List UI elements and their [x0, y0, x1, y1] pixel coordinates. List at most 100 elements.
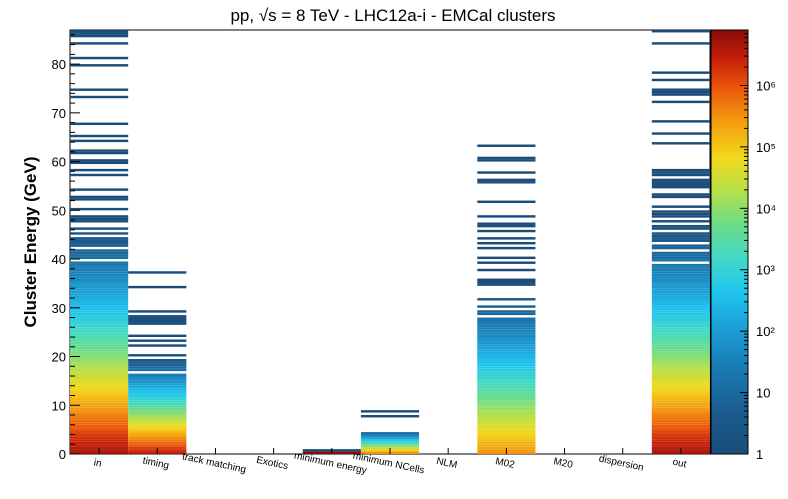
y-tick-label: 40 — [52, 252, 66, 267]
heatmap-cell — [651, 312, 710, 316]
heatmap-cell — [651, 390, 710, 394]
heatmap-cell — [128, 393, 187, 396]
heatmap-columns — [70, 30, 710, 454]
heatmap-cell — [128, 271, 187, 274]
heatmap-cell — [128, 446, 187, 450]
heatmap-cell — [651, 90, 710, 94]
heatmap-cell — [651, 295, 710, 299]
heatmap-cell — [477, 429, 536, 433]
heatmap-cell — [70, 273, 129, 277]
heatmap-cell — [651, 380, 710, 384]
heatmap-cell — [651, 171, 710, 174]
heatmap-cell — [477, 344, 536, 347]
heatmap-cell — [477, 419, 536, 423]
heatmap-cell — [651, 339, 710, 342]
heatmap-cell — [477, 415, 536, 418]
heatmap-cell — [477, 339, 536, 342]
heatmap-cell — [128, 334, 187, 338]
heatmap-cell — [70, 278, 129, 281]
heatmap-cell — [360, 436, 420, 440]
heatmap-cell — [651, 185, 710, 189]
heatmap-cell — [70, 254, 129, 257]
heatmap-cell — [651, 324, 710, 328]
heatmap-cell — [477, 349, 536, 352]
heatmap-cell — [128, 422, 187, 425]
heatmap-cell — [477, 159, 536, 162]
heatmap-cell — [651, 210, 710, 213]
heatmap-cell — [477, 385, 536, 389]
heatmap-cell — [70, 385, 129, 389]
heatmap-cell — [477, 393, 536, 396]
heatmap-cell — [651, 268, 710, 272]
heatmap-cell — [70, 251, 129, 255]
heatmap-cell — [477, 417, 536, 420]
heatmap-cell — [128, 405, 187, 408]
heatmap-cell — [70, 383, 129, 386]
heatmap-cell — [651, 366, 710, 369]
colorbar — [710, 29, 749, 455]
heatmap-cell — [651, 195, 710, 199]
x-category-label: timing — [142, 455, 170, 471]
heatmap-cell — [70, 327, 129, 330]
heatmap-cell — [477, 229, 536, 233]
heatmap-cell — [651, 300, 710, 303]
heatmap-cell — [651, 351, 710, 355]
heatmap-cell — [70, 361, 129, 364]
heatmap-cell — [128, 429, 187, 433]
heatmap-cell — [477, 324, 536, 328]
heatmap-cell — [128, 432, 187, 435]
heatmap-cell — [70, 380, 129, 384]
heatmap-cell — [70, 446, 129, 450]
heatmap-cell — [651, 368, 710, 372]
x-category-label: dispersion — [598, 453, 645, 473]
heatmap-cell — [477, 376, 536, 379]
heatmap-cell — [70, 429, 129, 433]
x-category-label: Exotics — [255, 455, 289, 472]
heatmap-cell — [477, 317, 536, 320]
heatmap-cell — [651, 446, 710, 450]
heatmap-cell — [651, 395, 710, 398]
heatmap-cell — [651, 422, 710, 425]
heatmap-cell — [651, 302, 710, 306]
heatmap-cell — [477, 280, 536, 284]
heatmap-cell — [651, 227, 710, 230]
heatmap-cell — [651, 30, 710, 33]
heatmap-cell — [477, 412, 536, 416]
y-tick-label: 20 — [52, 350, 66, 365]
heatmap-cell — [651, 378, 710, 381]
heatmap-cell — [651, 436, 710, 440]
heatmap-cell — [360, 439, 420, 442]
heatmap-cell — [477, 144, 536, 147]
heatmap-cell — [651, 88, 710, 91]
heatmap-cell — [70, 256, 129, 260]
heatmap-cell — [70, 395, 129, 398]
heatmap-cell — [477, 156, 536, 160]
heatmap-cell — [651, 244, 710, 247]
heatmap-cell — [360, 410, 420, 413]
heatmap-cell — [651, 273, 710, 277]
heatmap-cell — [70, 34, 129, 38]
heatmap-cell — [360, 441, 420, 445]
heatmap-cell — [651, 410, 710, 413]
heatmap-cell — [477, 395, 536, 398]
heatmap-cell — [477, 337, 536, 340]
heatmap-cell — [70, 432, 129, 435]
heatmap-cell — [70, 332, 129, 335]
heatmap-cell — [651, 285, 710, 289]
heatmap-cell — [70, 322, 129, 325]
heatmap-cell — [477, 439, 536, 442]
heatmap-cell — [70, 441, 129, 445]
heatmap-cell — [128, 434, 187, 437]
heatmap-cell — [70, 42, 129, 45]
heatmap-cell — [70, 266, 129, 269]
heatmap-cell — [477, 388, 536, 391]
heatmap-cell — [651, 193, 710, 196]
heatmap-cell — [651, 346, 710, 350]
heatmap-cell — [651, 168, 710, 172]
heatmap-cell — [651, 356, 710, 359]
heatmap-cell — [651, 298, 710, 301]
colorbar-label: 10³ — [756, 263, 775, 278]
heatmap-cell — [477, 400, 536, 403]
heatmap-cell — [651, 327, 710, 330]
